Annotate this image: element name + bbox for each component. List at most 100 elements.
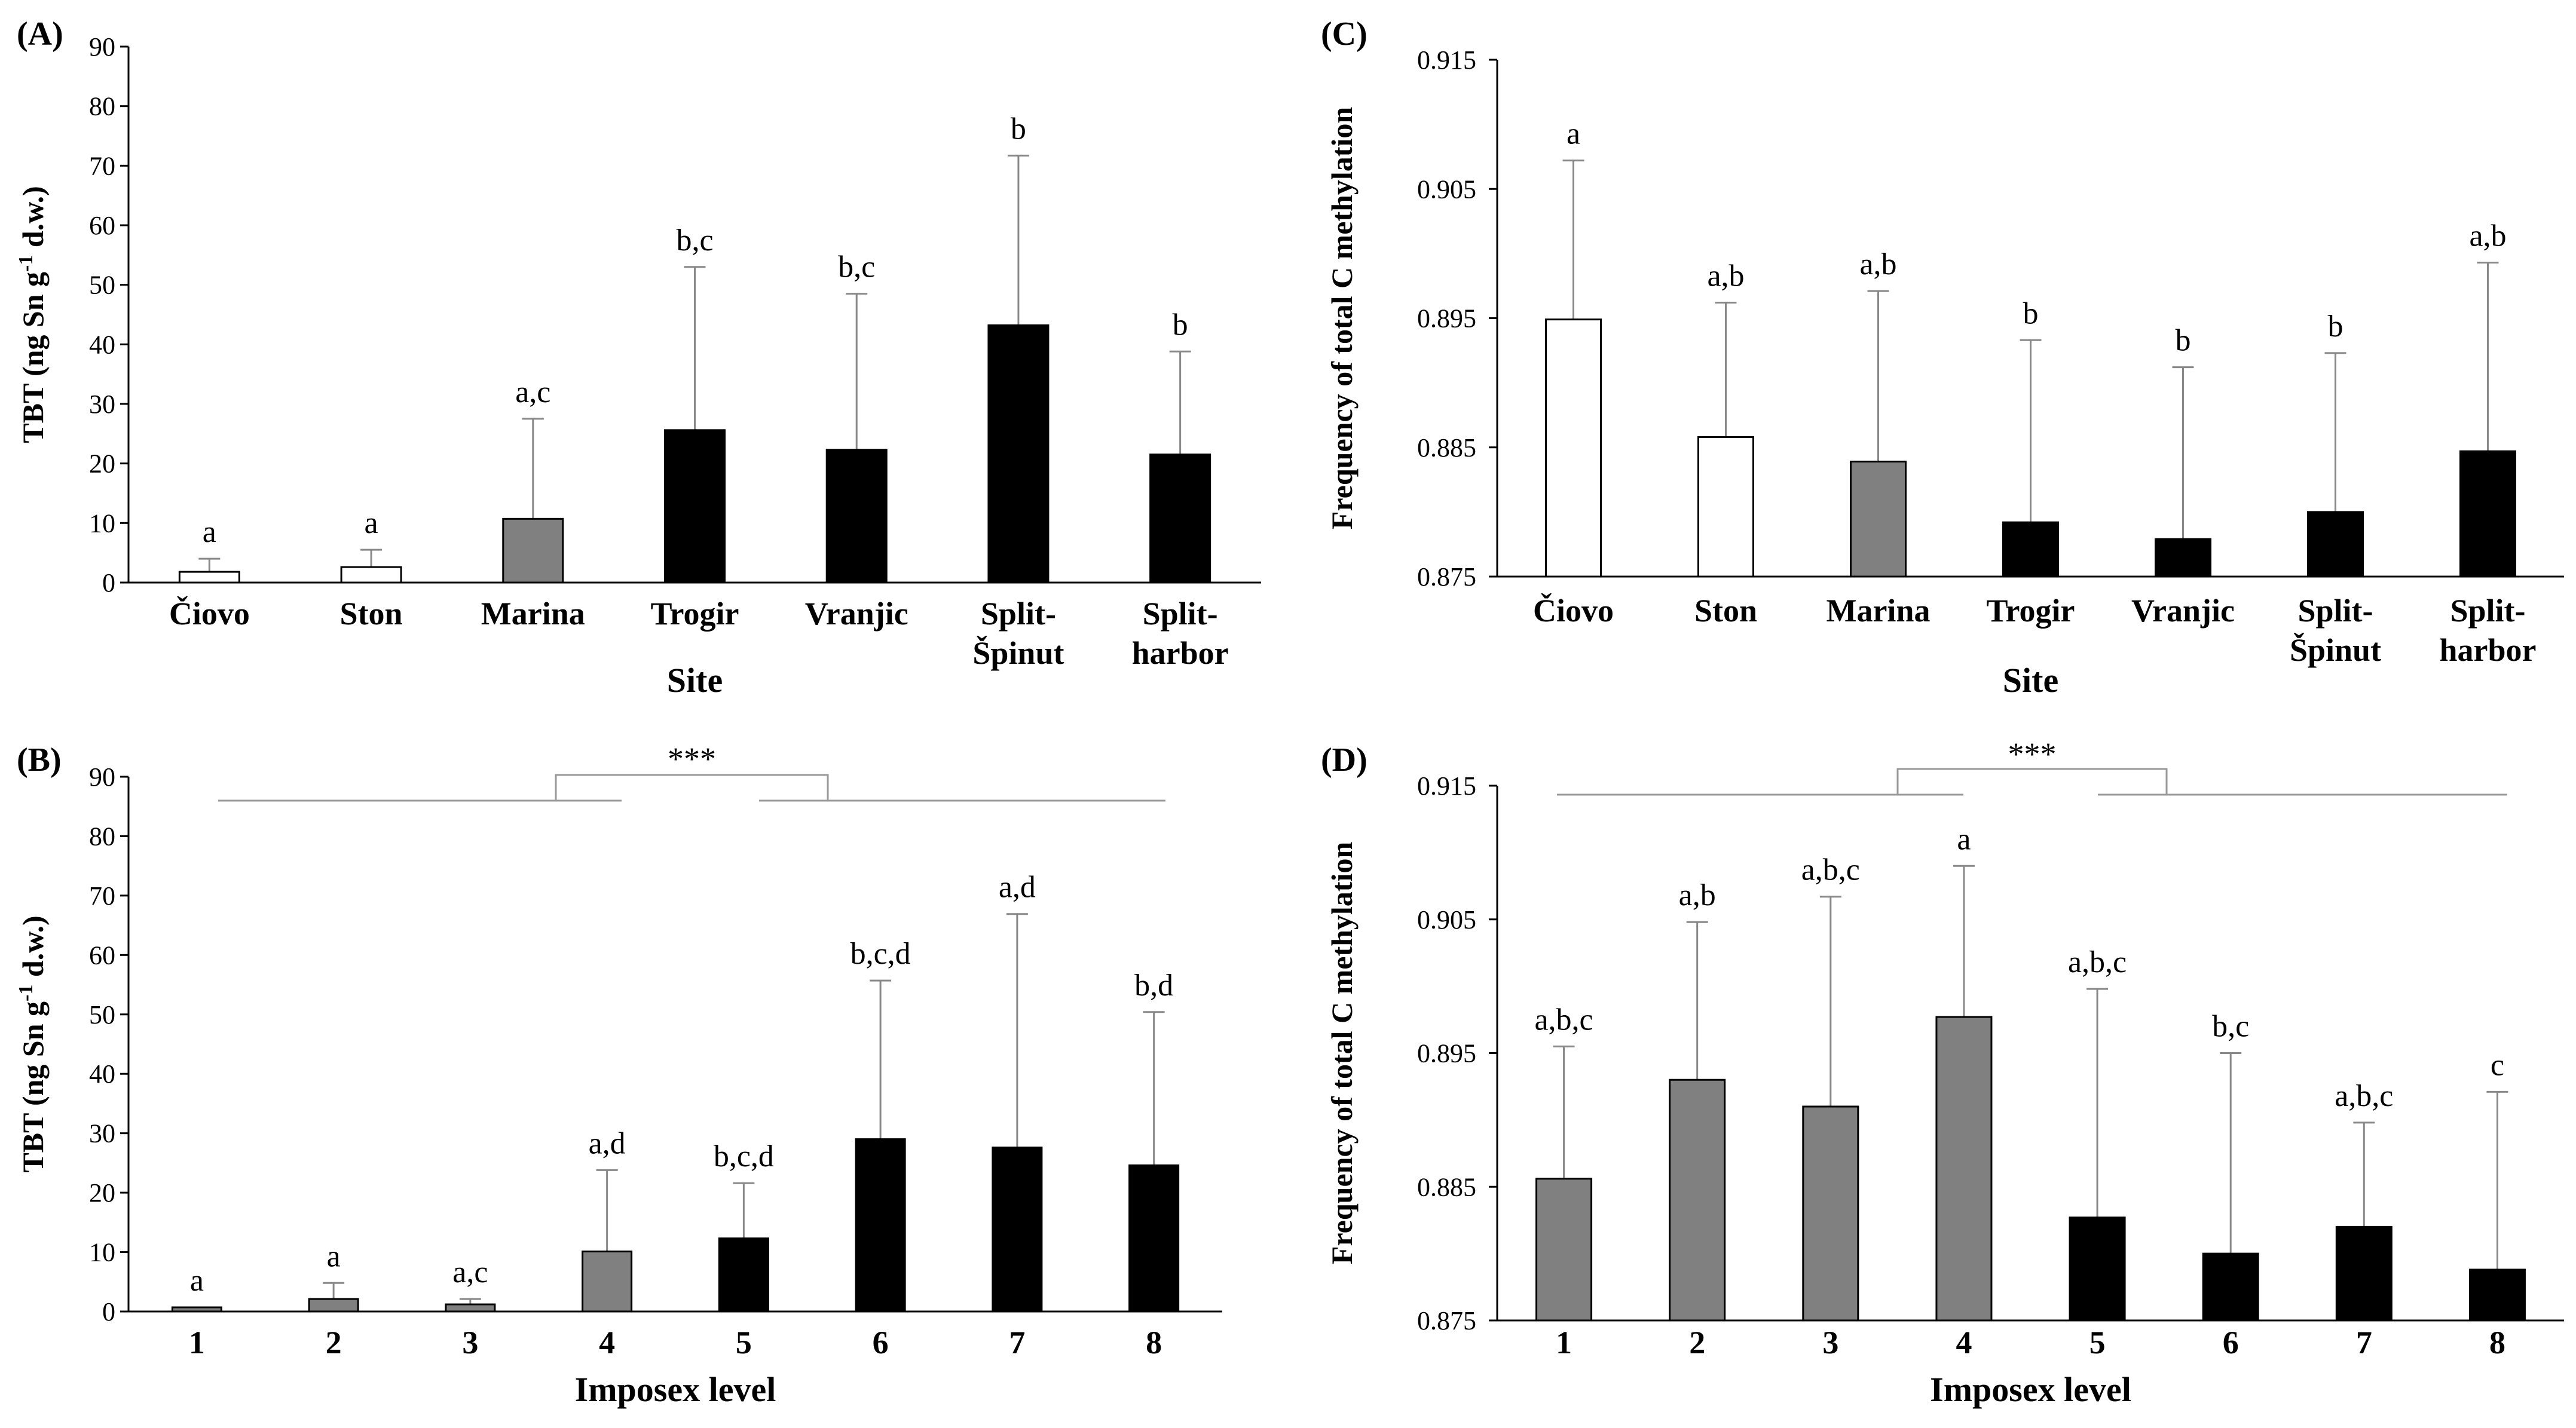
significance-label: b: [2328, 309, 2344, 344]
chart-panel-d: (D) 0.875 0.885 0.895 0.905 0.915 Frequency of…: [1321, 736, 2564, 1409]
bar: [1850, 461, 1907, 578]
x-tick-label: Split-harbor: [1132, 596, 1229, 671]
y-tick-label: 0.915: [1417, 45, 1476, 75]
bar: [2468, 1268, 2526, 1322]
x-tick-label: Čiovo: [169, 596, 250, 632]
bar: [2335, 1225, 2393, 1322]
y-tick-label: 30: [89, 1119, 115, 1148]
significance-label: a,b,c: [1534, 1003, 1593, 1037]
bar: [718, 1237, 769, 1313]
y-tick-label: 50: [89, 271, 115, 300]
x-tick-label: Vranjic: [805, 596, 908, 632]
x-tick-label: 6: [2223, 1325, 2239, 1360]
x-tick-label: 6: [873, 1325, 889, 1360]
bar: [2155, 538, 2211, 578]
significance-label: a,b: [1859, 247, 1896, 281]
panel-label: (A): [17, 16, 63, 53]
x-tick-label: 1: [1556, 1325, 1572, 1360]
y-tick-label: 20: [89, 1178, 115, 1208]
x-tick-label: Marina: [481, 596, 585, 632]
bar: [1697, 436, 1754, 578]
x-tick-label: 3: [462, 1325, 478, 1360]
x-axis-label: Imposex level: [575, 1370, 776, 1409]
bar: [992, 1147, 1043, 1313]
bar: [1935, 1016, 1993, 1322]
y-axis-label: TBT (ng Sn g-1 d.w.): [15, 915, 50, 1172]
y-tick-label: 40: [89, 1059, 115, 1089]
x-tick-label: Split-harbor: [2440, 593, 2537, 668]
group-significance-label: ***: [2008, 736, 2057, 772]
panel-label: (C): [1321, 16, 1367, 53]
significance-label: c: [2491, 1048, 2504, 1082]
significance-label: b,d: [1134, 969, 1173, 1003]
y-tick-label: 10: [89, 1238, 115, 1267]
y-tick-label: 10: [89, 508, 115, 538]
x-tick-label: Ston: [340, 596, 403, 632]
chart-panel-a: (A) 0 10 20 30 40 50 60 70 80 90 TBT (ng Sn g-1 d.w…: [15, 16, 1261, 700]
panel-label: (B): [17, 741, 62, 779]
significance-label: b,c: [676, 223, 713, 258]
y-tick-label: 0.875: [1417, 1306, 1476, 1335]
y-tick-label: 0.885: [1417, 1172, 1476, 1202]
x-axis-label: Site: [2003, 661, 2058, 700]
y-tick-label: 80: [89, 92, 115, 121]
y-tick-label: 70: [89, 151, 115, 180]
y-axis-label: TBT (ng Sn g-1 d.w.): [15, 186, 50, 443]
bar: [2002, 521, 2059, 578]
y-tick-label: 0.875: [1417, 562, 1476, 592]
y-tick-label: 0.915: [1417, 771, 1476, 801]
x-tick-label: Split-Špinut: [2290, 593, 2381, 668]
x-tick-label: 7: [2356, 1325, 2372, 1360]
significance-label: b: [2023, 296, 2039, 330]
y-tick-label: 90: [89, 32, 115, 62]
chart-panel-c: (C) 0.875 0.885 0.895 0.905 0.915 Frequency of…: [1321, 16, 2564, 700]
significance-label: b: [2176, 324, 2191, 358]
x-tick-label: Čiovo: [1533, 593, 1614, 629]
x-axis-label: Site: [667, 661, 723, 700]
y-tick-label: 60: [89, 211, 115, 240]
x-tick-label: Trogir: [651, 596, 739, 632]
x-tick-label: 8: [2489, 1325, 2505, 1360]
bar: [1535, 1178, 1593, 1322]
y-tick-label: 90: [89, 762, 115, 792]
bar: [340, 566, 402, 584]
y-tick-label: 0: [102, 568, 115, 597]
x-tick-label: 5: [2089, 1325, 2106, 1360]
bar: [502, 517, 564, 584]
significance-label: b,c: [838, 250, 875, 284]
significance-label: a,b: [1707, 259, 1744, 293]
x-tick-label: Trogir: [1987, 593, 2075, 629]
significance-label: a,c: [452, 1255, 488, 1289]
group-bracket-top: [555, 774, 829, 801]
bar: [664, 429, 726, 584]
significance-label: b: [1011, 112, 1026, 146]
chart-panel-b: (B) 0 10 20 30 40 50 60 70 80 90 TBT (ng Sn g-1 d.w…: [15, 741, 1222, 1409]
bar: [1545, 318, 1602, 578]
y-tick-label: 30: [89, 390, 115, 419]
y-tick-label: 70: [89, 881, 115, 911]
bar: [2459, 450, 2516, 578]
bar: [582, 1251, 633, 1313]
bar: [855, 1138, 906, 1313]
x-tick-label: 7: [1009, 1325, 1025, 1360]
group-significance-label: ***: [668, 741, 716, 777]
bar: [987, 324, 1050, 584]
bar: [825, 449, 888, 584]
x-tick-label: Split-Špinut: [972, 596, 1064, 671]
significance-label: a: [327, 1239, 341, 1273]
significance-label: a: [1567, 117, 1580, 151]
bar: [1128, 1164, 1180, 1313]
bar: [1802, 1105, 1859, 1322]
x-tick-label: 5: [736, 1325, 752, 1360]
significance-label: a,b,c: [2335, 1079, 2393, 1113]
significance-label: a,b: [2469, 219, 2506, 253]
bar: [1149, 453, 1211, 584]
x-tick-label: Marina: [1827, 593, 1931, 629]
significance-label: b,c,d: [714, 1139, 774, 1173]
significance-label: a,b: [1679, 878, 1716, 912]
x-tick-label: 1: [189, 1325, 205, 1360]
significance-label: a: [203, 515, 216, 549]
bar: [445, 1303, 496, 1313]
significance-label: a,b,c: [1801, 853, 1860, 887]
